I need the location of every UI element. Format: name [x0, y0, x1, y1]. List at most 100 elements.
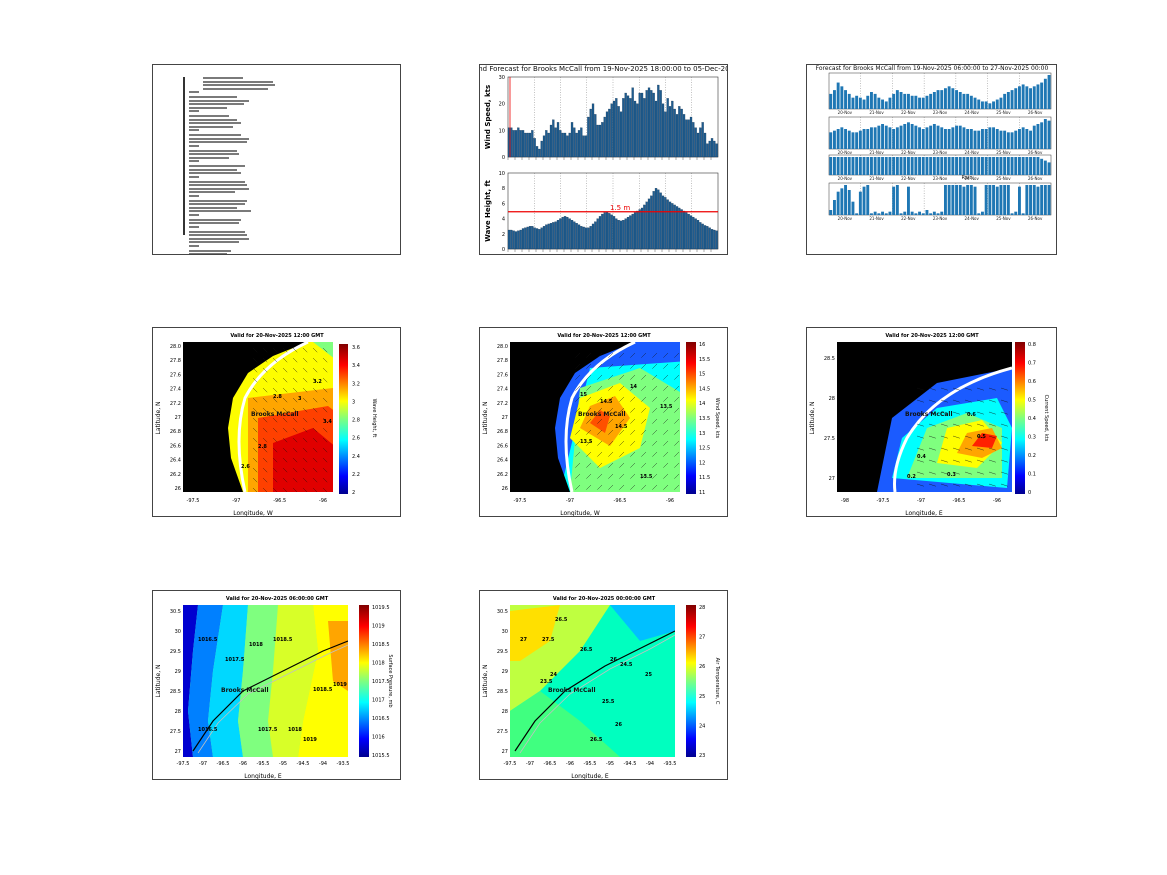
field-lime: [268, 605, 318, 757]
met-bar: [981, 129, 984, 149]
met-xtick-label: 21-Nov: [869, 216, 884, 221]
tick-label: 0.2: [1028, 453, 1036, 459]
vector-arrow: [674, 374, 680, 380]
tick-label: -93.5: [664, 761, 677, 767]
contour-label: 1017.5: [225, 657, 245, 663]
met-bar: [858, 191, 862, 215]
contour-label: 0.2: [907, 474, 916, 480]
tick-label: 1016: [372, 735, 385, 741]
vector-arrow: [322, 477, 328, 483]
wave-bar: [633, 212, 637, 250]
tick-label: 28.0: [170, 344, 181, 350]
vector-arrow: [619, 352, 625, 358]
wave-bar: [659, 192, 662, 250]
wind-bar: [673, 108, 676, 158]
vector-arrow: [597, 473, 603, 479]
met-bar: [918, 157, 921, 175]
vector-arrow: [630, 451, 636, 457]
tick-label: 11: [699, 490, 705, 496]
vector-arrow: [302, 417, 308, 423]
vector-arrow: [940, 459, 948, 463]
vector-arrow: [630, 440, 636, 446]
vector-arrow: [641, 363, 647, 369]
air-temperature-map-panel: Valid for 20-Nov-2025 00:00:00 GMT Brook…: [479, 590, 728, 780]
contour-label: 25.5: [602, 699, 615, 705]
wind-bar: [682, 114, 686, 158]
vector-arrow: [608, 451, 614, 457]
vector-arrow: [952, 411, 960, 415]
contour-label: 1018: [288, 727, 302, 733]
tick-label: 1017.5: [372, 679, 390, 685]
met-bar: [914, 213, 918, 215]
wave-bar: [652, 191, 655, 250]
vector-arrow: [322, 467, 328, 473]
vector-arrow: [272, 437, 278, 443]
met-bar: [969, 129, 973, 149]
met-bar: [877, 157, 881, 175]
tick-label: 28: [502, 709, 508, 715]
colorbar-ticks: 1019.5 1019 1018.5 1018 1017.5 1017 1016.5 1016…: [372, 605, 390, 759]
wind-bar: [703, 132, 707, 158]
wave-bar: [638, 209, 641, 250]
vector-arrow: [652, 451, 658, 457]
met-axes-frame: [828, 116, 1052, 150]
wind-direction-arrows: [575, 352, 680, 490]
tick-label: 26: [699, 664, 705, 670]
bulletin-line: [189, 115, 229, 117]
tick-label: 3.6: [352, 345, 360, 351]
vector-arrow: [282, 467, 288, 473]
wind-bar: [584, 135, 588, 158]
vector-arrow: [952, 447, 960, 451]
vector-arrow: [619, 385, 625, 391]
met-xtick-label: 25-Nov: [996, 110, 1011, 115]
wind-bar: [535, 146, 539, 158]
vector-arrow: [575, 418, 581, 424]
current-speed-map: Valid for 20-Nov-2025 12:00 GMT Brooks M…: [809, 333, 1049, 516]
bulletin-line: [189, 91, 199, 93]
met-bar: [973, 130, 977, 149]
contour-label: 1018: [249, 642, 263, 648]
wave-bar: [687, 213, 690, 250]
vector-arrow: [916, 399, 924, 403]
met-bar: [851, 132, 855, 149]
tick-label: 3: [352, 399, 355, 405]
met-bar: [888, 97, 892, 109]
contour-label: 13.5: [580, 439, 593, 445]
met-xtick-label: 22-Nov: [901, 176, 916, 181]
tick-label: 0.1: [1028, 472, 1036, 478]
vector-arrow: [663, 352, 669, 358]
vector-arrow: [597, 451, 603, 457]
met-bar: [940, 157, 944, 175]
met-bar: [866, 129, 870, 149]
wave-bar: [568, 218, 571, 250]
wave-bar: [661, 195, 665, 250]
vector-arrow: [663, 385, 669, 391]
vector-arrow: [964, 399, 972, 403]
pressure-map-panel: Valid for 20-Nov-2025 06:00:00 GMT Brook…: [152, 590, 401, 780]
bulletin-line: [189, 118, 237, 121]
wave-bar: [601, 213, 604, 250]
met-bar: [992, 157, 995, 175]
contour-label: 15: [580, 392, 587, 398]
tick-label: 27.8: [497, 358, 508, 364]
wave-bar: [713, 229, 716, 250]
met-bar: [851, 201, 855, 215]
vector-arrow: [964, 471, 972, 475]
map-title: Valid for 20-Nov-2025 00:00:00 GMT: [553, 596, 656, 602]
met-bar: [907, 93, 910, 109]
vector-arrow: [1000, 447, 1008, 451]
tick-label: 28.0: [497, 344, 508, 350]
x-ticks: -97.5 -97 -96.5 -96: [187, 498, 328, 504]
vector-arrow: [272, 347, 278, 353]
wave-bar: [582, 226, 585, 250]
vector-arrow: [641, 440, 647, 446]
field-green: [313, 342, 333, 358]
wave-bar: [675, 206, 679, 250]
met-bar: [877, 97, 881, 109]
met-bar: [1006, 132, 1010, 149]
vector-arrow: [252, 417, 258, 423]
map-title: Valid for 20-Nov-2025 12:00 GMT: [885, 333, 979, 339]
met-xtick-label: 20-Nov: [838, 176, 853, 181]
vector-arrow: [312, 477, 318, 483]
vector-arrow: [916, 483, 924, 487]
